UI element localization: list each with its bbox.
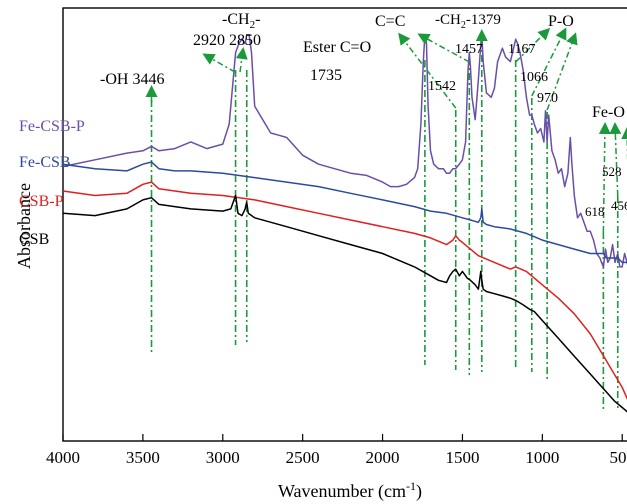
arrow-1066-po: [531, 27, 567, 97]
annotation-1066: 1066: [520, 70, 548, 85]
annotation-c-c: C=C: [375, 13, 405, 30]
x-tick-label-1500: 1500: [445, 448, 479, 467]
annotation-618: 618: [585, 204, 605, 219]
annotation-ch2-1379: -CH2-1379: [435, 12, 501, 31]
y-axis-label: Absorbance: [14, 183, 34, 269]
x-tick-label-3000: 3000: [206, 448, 240, 467]
arrow-970-po: [546, 32, 578, 111]
arrow-618-feo: [598, 122, 611, 233]
x-tick-label-2000: 2000: [366, 448, 400, 467]
series-label-csb: CSB: [19, 231, 49, 248]
x-axis-label: Wavenumber (cm-1): [278, 479, 422, 502]
arrow-1457-cc: [417, 33, 470, 63]
annotation-ester: Ester C=O: [303, 39, 371, 56]
annotation-ester-wavenumber: 1735: [310, 67, 342, 84]
series-label-fe-csb-p: Fe-CSB-P: [19, 118, 85, 135]
arrow-ch2-2850: [235, 47, 248, 73]
series-label-fe-csb: Fe-CSB: [19, 154, 71, 171]
series-line-fe-csb: [62, 161, 627, 264]
arrow-1167-po: [515, 27, 551, 63]
annotation-fe-o: Fe-O: [592, 104, 625, 121]
annotation-oh: -OH 3446: [100, 71, 164, 88]
annotation-1167: 1167: [508, 42, 535, 57]
arrow-528-feo: [609, 122, 622, 197]
plot-frame: [62, 7, 627, 442]
x-tick-label-2500: 2500: [286, 448, 320, 467]
annotation-970: 970: [537, 91, 558, 106]
annotation-ch2-wavenumbers: 2920 2850: [193, 32, 261, 49]
x-tick-label-500: 500: [609, 448, 627, 467]
x-tick-label-3500: 3500: [126, 448, 160, 467]
annotation-528: 528: [602, 164, 622, 179]
annotation-1542: 1542: [428, 79, 456, 94]
x-axis-ticks: 4000 3500 3000 2500 2000 1500 1000 500: [46, 434, 627, 467]
peak-marker-lines: [150, 40, 619, 410]
annotation-ch2: -CH2-: [222, 11, 260, 31]
series-line-csb: [62, 194, 627, 413]
annotation-p-o: P-O: [548, 13, 574, 30]
series-label-csb-p: CSB-P: [19, 193, 64, 210]
annotation-arrows: [145, 27, 627, 233]
annotation-1457: 1457: [455, 42, 483, 57]
arrow-ch2-2920: [202, 53, 236, 73]
x-tick-label-4000: 4000: [46, 448, 80, 467]
annotation-456: 456: [611, 198, 627, 213]
x-tick-label-1000: 1000: [525, 448, 559, 467]
arrow-1542-cc: [398, 32, 457, 109]
series-line-csb-p: [62, 181, 627, 400]
